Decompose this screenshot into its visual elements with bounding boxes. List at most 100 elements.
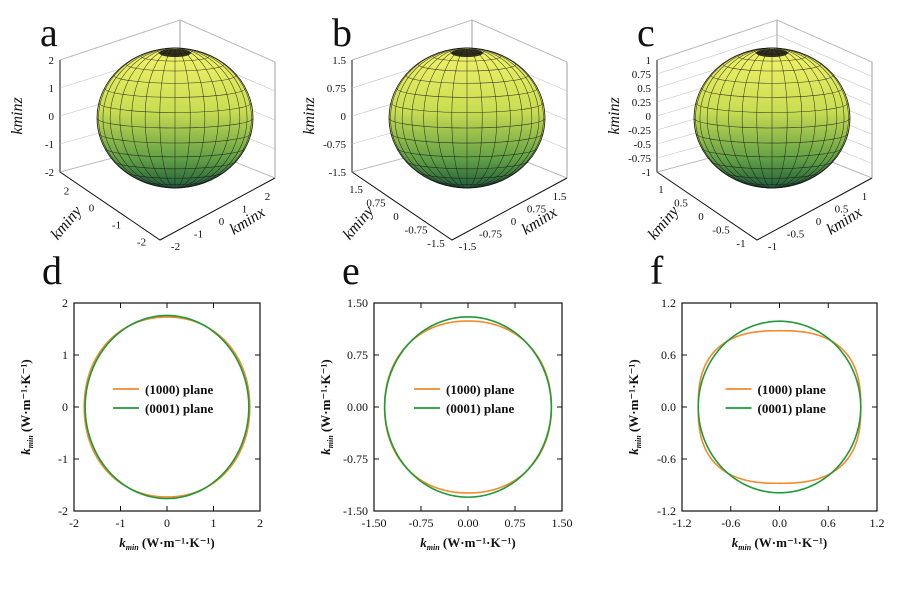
y-tick-label: -1	[58, 452, 68, 466]
z-tick-label: -1	[45, 139, 54, 151]
y-tick-label: -1.50	[343, 504, 368, 518]
legend-label: (0001) plane	[446, 401, 514, 416]
x-tick-label: 0.0	[772, 516, 787, 530]
x-tick-label: 1.50	[552, 516, 573, 530]
y-tick-label: 0.00	[347, 400, 368, 414]
series-line-0001	[84, 314, 250, 500]
x-axis-label-main: k	[119, 535, 126, 550]
z-tick-label: -1	[642, 167, 651, 179]
surface-longitude	[174, 47, 219, 189]
z-tick-label: 0	[341, 111, 347, 123]
y-axis-label-sub: min	[326, 435, 335, 448]
surface-longitude	[411, 47, 468, 189]
y-tick-label: -1.2	[657, 504, 676, 518]
x-tick-label: -1.50	[362, 516, 387, 530]
surface-longitude	[771, 47, 828, 189]
x-axis-label-main: k	[420, 535, 427, 550]
panel-f: f -1.2 -0.6 0.0 0.6 1.2 -1.2 -0.6 0.0 0.6 1.2 kmin …	[626, 248, 885, 552]
x-tick-label: -2	[171, 241, 180, 253]
surface-longitude	[466, 47, 544, 189]
panel-label: f	[650, 248, 664, 293]
x-tick-label: -1	[194, 228, 203, 240]
x-tick-label: -2	[69, 516, 79, 530]
x-tick-label: 0.5	[835, 204, 849, 216]
surface-longitude	[436, 47, 468, 189]
y-axis-label-main: k	[626, 448, 641, 455]
surface-longitude	[174, 47, 231, 189]
z-tick-label: -0.25	[628, 125, 651, 137]
z-tick-label: 0.75	[632, 69, 652, 81]
surface-longitude	[716, 47, 773, 189]
z-axis-label: kminz	[301, 97, 318, 135]
x-tick-label: -0.75	[409, 516, 434, 530]
surface-longitude	[771, 47, 816, 189]
surface-longitude	[144, 47, 176, 189]
surface-longitude	[98, 47, 176, 189]
x-axis-label-main: k	[732, 535, 739, 550]
panel-label: e	[342, 248, 360, 293]
y-tick-label: -1.5	[427, 238, 445, 250]
x-tick-label: 0.75	[505, 516, 526, 530]
z-tick-label: 1	[49, 83, 55, 95]
x-tick-label: 1	[211, 516, 217, 530]
z-axis-label-text: kminz	[301, 97, 318, 135]
panel-b: b1.50.750-0.75-1.5kminz1.50.750-0.75-1.5…	[301, 10, 568, 253]
x-tick-label: 2	[265, 191, 271, 203]
y-tick-label: -0.75	[405, 225, 428, 237]
surface-longitude	[728, 47, 773, 189]
surface-longitude	[466, 47, 498, 189]
y-tick-label: -1	[736, 238, 745, 250]
x-axis-label: kmin (W·m⁻¹·K⁻¹)	[420, 535, 515, 552]
y-tick-label: 1	[62, 348, 68, 362]
legend-label: (1000) plane	[145, 382, 213, 397]
x-axis-label: kmin (W·m⁻¹·K⁻¹)	[732, 535, 827, 552]
y-axis-label: kmin (W·m⁻¹·K⁻¹)	[626, 359, 643, 454]
z-axis-label-text: kminz	[606, 97, 623, 135]
surface-longitude	[394, 47, 468, 189]
surface-longitude	[741, 47, 773, 189]
x-tick-label: 1.2	[870, 516, 885, 530]
y-tick-label: 0.0	[661, 400, 676, 414]
surface-pole	[451, 49, 483, 57]
x-tick-label: -1	[768, 241, 777, 253]
legend-label: (0001) plane	[758, 401, 826, 416]
y-tick-label: 1.50	[347, 296, 368, 310]
surface-longitude	[771, 47, 845, 189]
x-tick-label: 0	[511, 216, 517, 228]
z-tick-label: -0.5	[634, 139, 652, 151]
y-tick-label: -0.5	[712, 225, 730, 237]
y-axis-label: kmin (W·m⁻¹·K⁻¹)	[18, 359, 35, 454]
z-gridline	[656, 19, 873, 63]
z-tick-label: 2	[49, 55, 55, 67]
box-floor	[656, 171, 873, 241]
y-axis-label-sub: min	[26, 435, 35, 448]
x-axis-label: kmin (W·m⁻¹·K⁻¹)	[119, 535, 214, 552]
panel-e: e -1.50 -0.75 0.00 0.75 1.50 -1.50 -0.75 0.00 0.7…	[318, 248, 573, 552]
surface-longitude	[466, 47, 540, 189]
surface-longitude	[102, 47, 176, 189]
surface-pole	[756, 49, 788, 57]
x-tick-label: 1	[242, 204, 248, 216]
surface-longitude	[771, 47, 803, 189]
x-axis-label-sub: min	[126, 543, 139, 552]
z-axis-label-text: kminz	[9, 97, 26, 135]
y-tick-label: 0	[89, 203, 95, 215]
z-gridline	[656, 34, 873, 77]
x-tick-label: -0.5	[787, 228, 805, 240]
z-axis-label: kminz	[9, 97, 26, 135]
panel-label: c	[637, 10, 655, 55]
z-axis-label: kminz	[606, 97, 623, 135]
panel-label: d	[42, 248, 62, 293]
z-tick-label: -2	[45, 167, 54, 179]
x-axis-label-unit: (W·m⁻¹·K⁻¹)	[139, 535, 215, 550]
surface-longitude	[423, 47, 468, 189]
z-tick-label: 1.5	[332, 55, 346, 67]
z-gridline	[59, 19, 276, 63]
x-tick-label: 2	[257, 516, 263, 530]
surface-longitude	[174, 47, 206, 189]
x-axis-label: kminx	[227, 204, 268, 239]
series-line-0001	[383, 316, 553, 498]
